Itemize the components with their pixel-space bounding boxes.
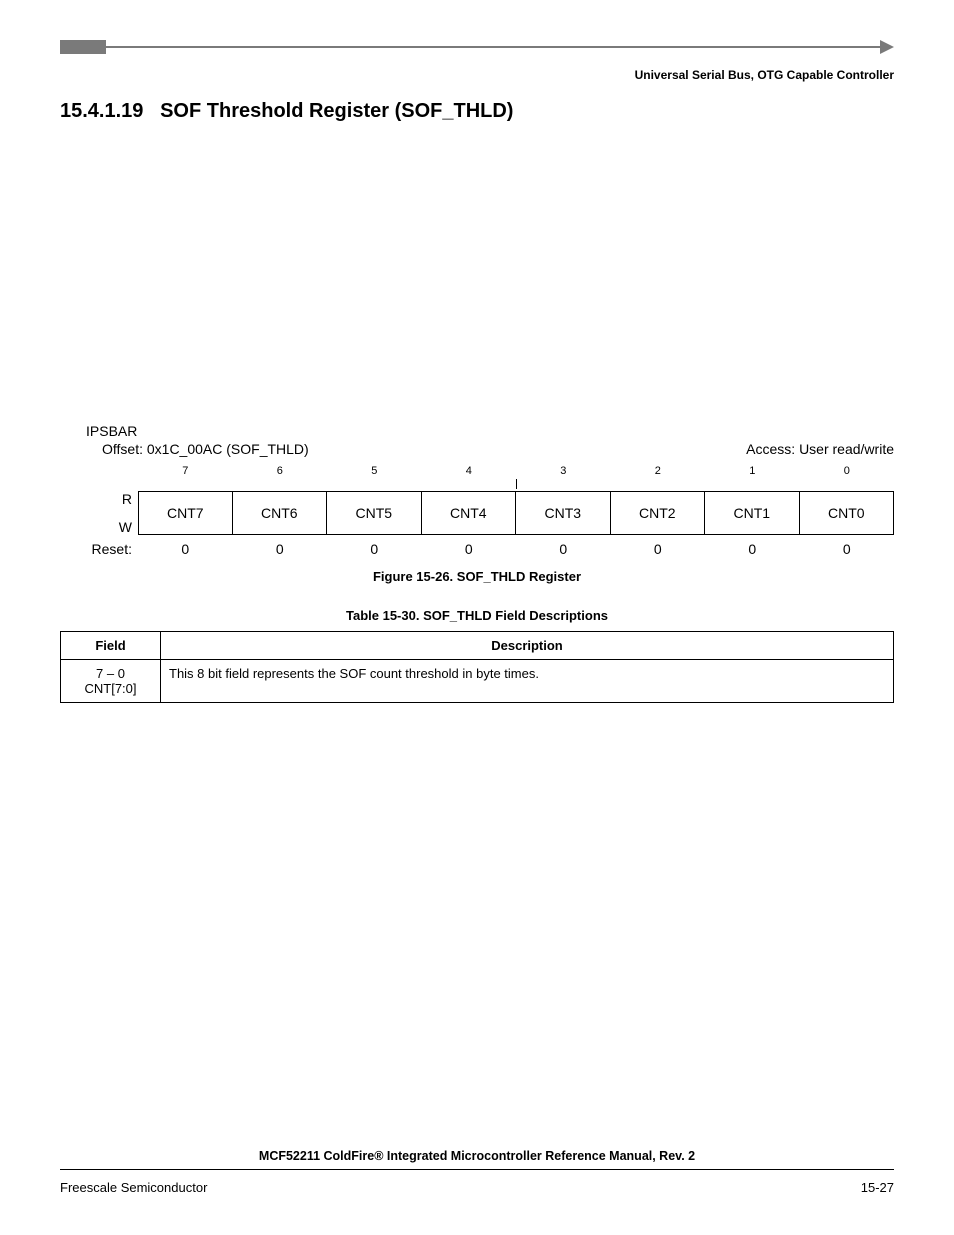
reset-value: 0 [800,535,895,557]
field-name: CNT[7:0] [84,681,136,696]
write-label: W [86,519,132,535]
bit-number: 2 [611,465,706,481]
offset-label: Offset: [102,441,143,457]
reset-value: 0 [422,535,517,557]
header-arrow-icon [880,40,894,54]
bit-number: 4 [422,465,517,481]
section-number: 15.4.1.19 [60,100,143,122]
footer-page-number: 15-27 [861,1180,894,1195]
register-field-cell: CNT1 [704,491,800,535]
header-decoration [60,40,894,54]
table-row: 7 – 0 CNT[7:0] This 8 bit field represen… [61,660,894,703]
access-label: Access: User read/write [746,441,894,457]
doc-category: Universal Serial Bus, OTG Capable Contro… [60,68,894,82]
table-field-cell: 7 – 0 CNT[7:0] [61,660,161,703]
reset-label: Reset: [86,535,138,557]
field-range: 7 – 0 [96,666,125,681]
field-description-table: Field Description 7 – 0 CNT[7:0] This 8 … [60,631,894,703]
reset-value: 0 [138,535,233,557]
footer-company: Freescale Semiconductor [60,1180,207,1195]
offset-text: Offset: 0x1C_00AC (SOF_THLD) [102,441,309,457]
ipsbar-label: IPSBAR [86,423,894,439]
bit-number: 0 [800,465,895,481]
center-tick [422,481,611,491]
header-block [60,40,106,54]
register-field-cell: CNT5 [326,491,422,535]
header-line [106,46,880,48]
register-field-cell: CNT2 [610,491,706,535]
table-caption: Table 15-30. SOF_THLD Field Descriptions [60,608,894,623]
bit-number: 6 [233,465,328,481]
bit-number: 1 [705,465,800,481]
reset-value: 0 [705,535,800,557]
register-diagram: 7 6 5 4 3 2 1 0 R W CNT7 CNT6 CNT5 CNT4 … [86,465,894,557]
register-field-cell: CNT7 [138,491,233,535]
register-field-cell: CNT4 [421,491,517,535]
offset-value: 0x1C_00AC (SOF_THLD) [147,441,309,457]
bit-number: 7 [138,465,233,481]
reset-value: 0 [233,535,328,557]
table-description-cell: This 8 bit field represents the SOF coun… [161,660,894,703]
footer-manual-title: MCF52211 ColdFire® Integrated Microcontr… [60,1149,894,1170]
reset-value: 0 [611,535,706,557]
section-heading: 15.4.1.19 SOF Threshold Register (SOF_TH… [60,100,894,123]
page-footer: MCF52211 ColdFire® Integrated Microcontr… [60,1149,894,1195]
bit-number: 3 [516,465,611,481]
table-header-description: Description [161,632,894,660]
figure-caption: Figure 15-26. SOF_THLD Register [60,569,894,584]
table-header-row: Field Description [61,632,894,660]
reset-value: 0 [327,535,422,557]
table-header-field: Field [61,632,161,660]
rw-labels: R W [86,491,138,535]
section-title-text: SOF Threshold Register (SOF_THLD) [160,100,513,122]
register-field-cell: CNT3 [515,491,611,535]
bit-number: 5 [327,465,422,481]
register-field-cell: CNT0 [799,491,895,535]
register-field-cell: CNT6 [232,491,328,535]
read-label: R [86,491,132,507]
reset-value: 0 [516,535,611,557]
